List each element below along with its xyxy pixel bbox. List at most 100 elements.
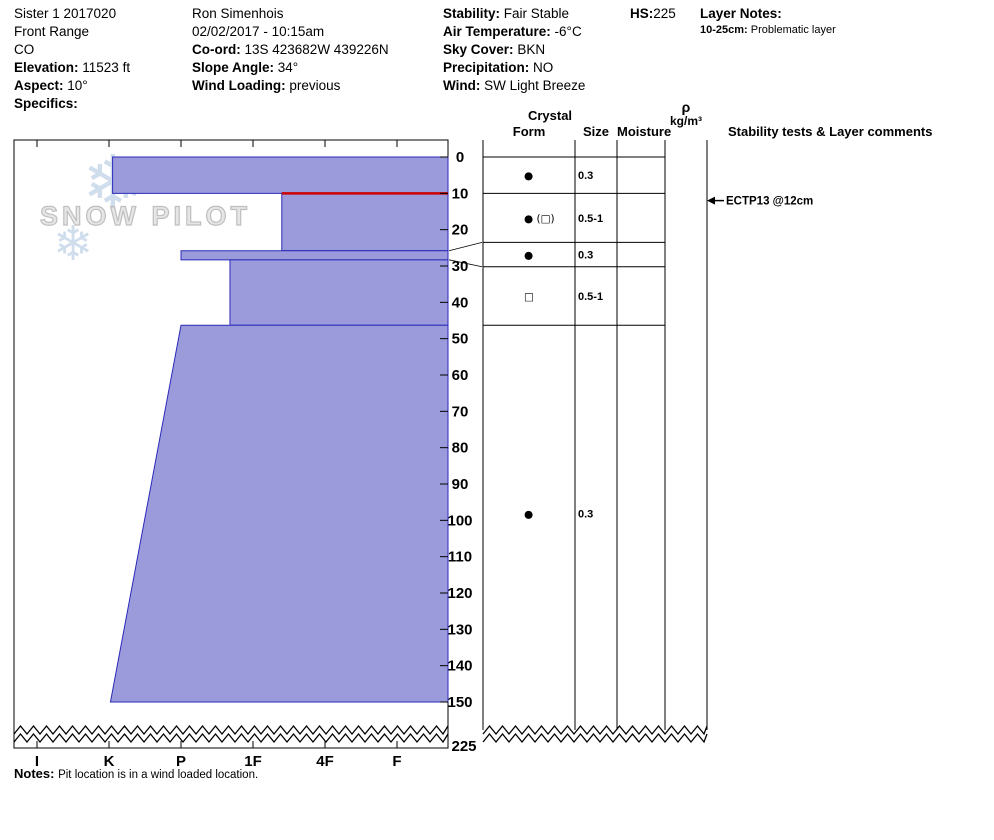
stability-line: Stability: Fair Stable	[443, 5, 585, 23]
grain-form-symbol: ●	[524, 250, 533, 262]
snow-layer-bar	[180, 250, 449, 261]
depth-label: 140	[447, 658, 472, 675]
slope-angle-value: 34°	[277, 60, 299, 75]
depth-label: 110	[448, 549, 472, 566]
depth-label: 70	[452, 403, 469, 420]
air-temperature-line: Air Temperature: -6°C	[443, 23, 585, 41]
header-col-observation: Ron Simenhois 02/02/2017 - 10:15am Co-or…	[192, 5, 389, 95]
grain-size-value: 0.5-1	[578, 213, 603, 225]
air-temperature-label: Air Temperature:	[443, 24, 551, 39]
layer-note-text: Problematic layer	[750, 24, 836, 36]
precipitation-label: Precipitation:	[443, 60, 530, 75]
aspect-value: 10°	[67, 78, 88, 93]
state-name: CO	[14, 42, 35, 57]
form-header: Form	[512, 124, 546, 139]
precipitation-line: Precipitation: NO	[443, 59, 585, 77]
observation-datetime: 02/02/2017 - 10:15am	[192, 24, 325, 39]
snow-height-label: HS:	[630, 6, 654, 21]
depth-break-zigzag	[13, 724, 449, 736]
grain-size-value: 0.3	[578, 509, 593, 521]
elevation-label: Elevation:	[14, 60, 79, 75]
grain-size-value: 0.3	[578, 170, 593, 182]
density-symbol-header: ρ	[681, 99, 691, 115]
density-units-header: kg/m³	[669, 114, 702, 128]
depth-label: 130	[447, 621, 472, 638]
grain-form-symbol: ●	[524, 509, 533, 521]
coordinates-value: 13S 423682W 439226N	[244, 42, 389, 57]
snow-layer-bar	[112, 156, 449, 194]
specifics-label: Specifics:	[14, 96, 78, 111]
grain-size-value: 0.3	[578, 250, 593, 262]
slope-angle-label: Slope Angle:	[192, 60, 275, 75]
notes-label: Notes:	[14, 766, 55, 781]
slope-angle-line: Slope Angle: 34°	[192, 59, 389, 77]
snow-height-value: 225	[653, 6, 676, 21]
hardness-axis-label: P	[176, 753, 186, 770]
snowflake-icon-small: ❄	[53, 216, 94, 272]
stability-label: Stability:	[443, 6, 501, 21]
grain-size-value: 0.5-1	[578, 291, 603, 303]
coordinates-label: Co-ord:	[192, 42, 241, 57]
header-col-conditions: Stability: Fair Stable Air Temperature: …	[443, 5, 585, 95]
hardness-axis-label: F	[392, 753, 401, 770]
header-col-location: Sister 1 2017020 Front Range CO Elevatio…	[14, 5, 130, 113]
precipitation-value: NO	[533, 60, 554, 75]
depth-label: 80	[452, 440, 469, 457]
stability-test-label: ECTP13 @12cm	[726, 196, 813, 208]
aspect-line: Aspect: 10°	[14, 77, 130, 95]
depth-label: 0	[456, 149, 464, 166]
coordinates-line: Co-ord: 13S 423682W 439226N	[192, 41, 389, 59]
hardness-axis-label: K	[104, 753, 115, 770]
notes-line: Notes: Pit location is in a wind loaded …	[14, 766, 258, 781]
comments-header: Stability tests & Layer comments	[728, 124, 933, 139]
depth-label: 120	[447, 585, 472, 602]
hardness-axis-label: 4F	[316, 753, 334, 770]
layer-notes-header: Layer Notes:	[700, 6, 782, 21]
wind-loading-line: Wind Loading: previous	[192, 77, 389, 95]
test-arrowhead-icon	[707, 196, 715, 205]
pit-name: Sister 1 2017020	[14, 6, 117, 21]
snow-layer-bar	[109, 324, 449, 703]
moisture-header: Moisture	[617, 124, 672, 139]
total-depth-label: 225	[451, 738, 476, 755]
crystal-header: Crystal	[527, 108, 573, 123]
row-connector-line	[448, 259, 483, 268]
depth-label: 40	[452, 294, 469, 311]
wind-label: Wind:	[443, 78, 481, 93]
grain-form-symbol: ●	[524, 170, 533, 182]
range-name: Front Range	[14, 24, 90, 39]
snow-layer-bar	[229, 259, 449, 326]
sky-cover-value: BKN	[517, 42, 546, 57]
grain-form-symbol: ● (□)	[524, 213, 555, 225]
depth-label: 20	[452, 222, 469, 239]
layer-note-range: 10-25cm:	[700, 24, 748, 36]
depth-label: 100	[447, 512, 472, 529]
elevation-line: Elevation: 11523 ft	[14, 59, 130, 77]
depth-label: 30	[452, 258, 469, 275]
depth-label: 60	[452, 367, 469, 384]
snowpilot-watermark: SNOW PILOT	[39, 200, 251, 231]
sky-cover-line: Sky Cover: BKN	[443, 41, 585, 59]
wind-loading-label: Wind Loading:	[192, 78, 286, 93]
specifics-line: Specifics:	[14, 95, 130, 113]
snow-height-line: HS:225	[630, 5, 676, 23]
depth-label: 150	[447, 694, 472, 711]
hardness-axis-label: I	[35, 753, 39, 770]
observer-name: Ron Simenhois	[192, 6, 284, 21]
notes-text: Pit location is in a wind loaded locatio…	[58, 769, 259, 781]
depth-label: 90	[452, 476, 469, 493]
depth-label: 10	[452, 185, 469, 202]
wind-line: Wind: SW Light Breeze	[443, 77, 585, 95]
snow-layer-bar	[281, 192, 449, 252]
depth-break-zigzag	[482, 724, 708, 736]
row-connector-line	[448, 241, 483, 252]
layer-note-item: 10-25cm: Problematic layer	[700, 23, 836, 37]
stability-value: Fair Stable	[503, 6, 570, 21]
size-header: Size	[582, 124, 609, 139]
depth-break-zigzag	[482, 732, 708, 744]
depth-break-zigzag	[13, 732, 449, 744]
depth-label: 50	[452, 331, 469, 348]
air-temperature-value: -6°C	[554, 24, 582, 39]
